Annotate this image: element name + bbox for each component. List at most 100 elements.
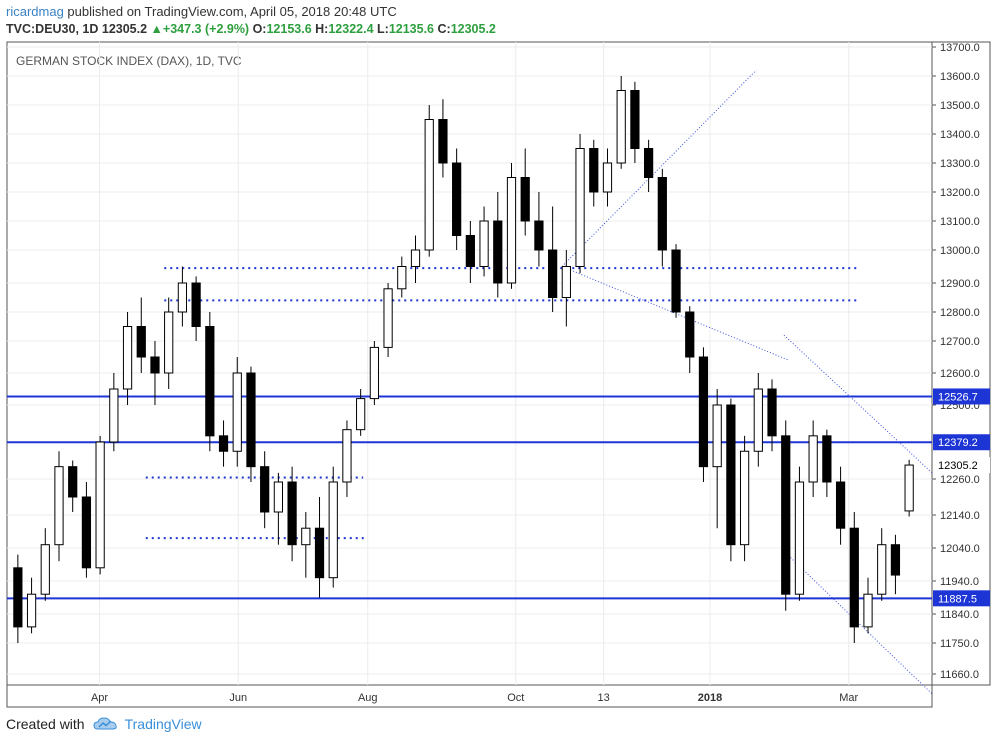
candle — [726, 398, 736, 562]
candle-body-down — [698, 356, 709, 468]
candle — [177, 266, 188, 327]
candle — [314, 497, 325, 598]
candle-body-up — [356, 398, 366, 431]
author-link[interactable]: ricardmag — [6, 4, 64, 19]
candle — [506, 163, 517, 289]
candle — [685, 306, 695, 373]
candle-body-up — [479, 220, 489, 267]
candle — [287, 466, 297, 562]
candle — [356, 389, 366, 436]
candle-body-up — [232, 372, 242, 452]
candle-body-down — [13, 567, 23, 628]
y-tick-label: 12900.0 — [940, 278, 980, 290]
candle — [40, 528, 50, 601]
candle — [698, 347, 709, 482]
price-axis[interactable] — [931, 41, 991, 686]
high-label: H: — [315, 22, 329, 36]
candle-body-down — [630, 90, 640, 149]
price-label-bg — [933, 590, 990, 607]
x-tick-label: Apr — [91, 692, 108, 704]
high-value: 12322.4 — [328, 22, 374, 36]
y-tick-label: 13600.0 — [940, 71, 980, 83]
x-tick-label: 2018 — [698, 692, 722, 704]
candle-body-down — [136, 326, 146, 358]
candle — [767, 379, 777, 452]
candle — [383, 283, 393, 357]
candle-body-up — [561, 266, 571, 298]
open-label: O: — [252, 22, 267, 36]
candle — [136, 297, 146, 373]
candle-body-up — [383, 288, 393, 348]
candle-body-down — [548, 249, 558, 298]
candle-body-up — [904, 464, 914, 512]
candle — [575, 134, 585, 274]
symbol-label: TVC:DEU30, 1D — [6, 22, 99, 36]
price-label: 12379.2 — [933, 434, 990, 451]
y-tick-label: 11840.0 — [940, 609, 979, 621]
candle-body-up — [753, 388, 763, 452]
y-tick-label: 11940.0 — [940, 576, 979, 588]
candle — [602, 148, 613, 207]
candle — [890, 534, 901, 595]
candle — [13, 554, 23, 643]
candle — [191, 276, 201, 341]
candle-body-up — [342, 429, 352, 483]
candle-body-down — [465, 235, 475, 267]
candle-body-down — [452, 162, 462, 236]
candle-body-down — [150, 356, 160, 374]
y-tick-label: 12700.0 — [940, 336, 980, 348]
candle-body-down — [287, 481, 297, 546]
y-tick-label: 12140.0 — [940, 510, 980, 522]
candle — [260, 451, 270, 529]
candle — [753, 373, 763, 467]
publish-info: ricardmag published on TradingView.com, … — [6, 4, 397, 19]
price-label-text: 12526.7 — [938, 391, 978, 403]
candle — [95, 435, 105, 575]
candle — [438, 99, 448, 178]
candle-body-up — [863, 593, 873, 628]
candle-body-down — [205, 326, 215, 437]
price-label: 11887.5 — [933, 590, 990, 607]
y-tick-label: 12260.0 — [940, 474, 980, 486]
candle-body-up — [26, 593, 37, 628]
candle — [712, 389, 722, 529]
candle — [493, 192, 503, 298]
candle — [520, 148, 530, 236]
change-up-icon: ▲ — [150, 22, 163, 36]
candle-body-down — [657, 177, 667, 251]
y-tick-label: 12800.0 — [940, 307, 980, 319]
candle — [164, 297, 174, 389]
candle — [644, 139, 654, 192]
candle-body-down — [726, 404, 736, 546]
price-label-text: 12305.2 — [938, 460, 978, 472]
candle-body-down — [890, 544, 901, 576]
candle-body-down — [534, 220, 544, 251]
candle-body-up — [40, 544, 50, 595]
candle — [246, 366, 256, 482]
tradingview-link[interactable]: TradingView — [124, 716, 202, 732]
candle-body-down — [191, 282, 201, 327]
candle-body-up — [410, 249, 421, 267]
candle-body-up — [712, 404, 722, 468]
candle — [877, 528, 887, 601]
plot-area[interactable] — [6, 41, 933, 686]
tradingview-cloud-icon[interactable] — [93, 716, 119, 732]
candle — [465, 221, 475, 283]
candle — [397, 256, 407, 298]
candle-body-up — [506, 177, 517, 284]
y-tick-label: 11660.0 — [940, 669, 979, 681]
time-axis[interactable] — [6, 684, 933, 708]
candle-body-up — [95, 441, 105, 569]
close-label: C: — [437, 22, 451, 36]
candle — [232, 357, 242, 467]
candle — [68, 460, 78, 512]
candle — [616, 76, 626, 169]
candle-body-up — [328, 481, 338, 579]
candle — [150, 341, 160, 405]
candle-body-down — [589, 148, 599, 193]
candle-body-down — [438, 119, 448, 164]
candle — [342, 420, 352, 497]
candle — [122, 312, 133, 405]
candle — [561, 250, 571, 327]
